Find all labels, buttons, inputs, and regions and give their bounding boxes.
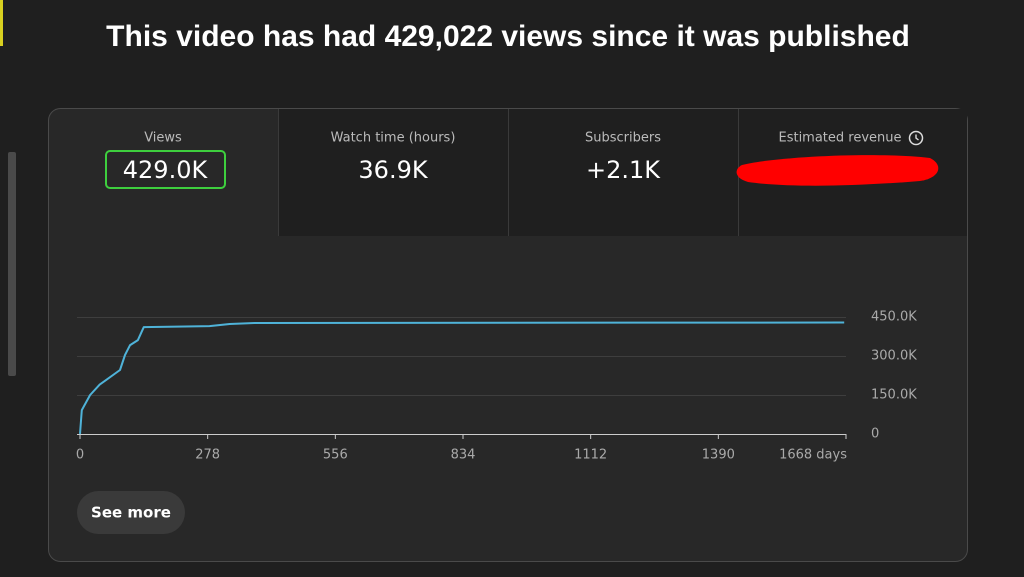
clock-icon xyxy=(908,130,924,146)
y-tick-label: 150.0K xyxy=(871,388,917,403)
x-tick-label: 0 xyxy=(76,448,84,463)
button-label[interactable]: See more xyxy=(91,504,171,522)
x-tick-label: 278 xyxy=(195,448,220,463)
y-tick-label: 0 xyxy=(871,427,879,442)
redaction xyxy=(736,155,939,186)
metric-label: Watch time (hours) xyxy=(331,131,456,146)
x-tick-label: 1112 xyxy=(574,448,607,463)
see-more-button[interactable]: See more xyxy=(77,491,185,534)
x-tick-label: 556 xyxy=(323,448,348,463)
metric-value: 429.0K xyxy=(123,156,209,184)
x-tick-label: 1390 xyxy=(702,448,735,463)
page-title: This video has had 429,022 views since i… xyxy=(106,20,910,53)
metric-label: Subscribers xyxy=(585,131,661,146)
x-tick-label: 1668 days xyxy=(779,448,847,463)
metric-value: 36.9K xyxy=(358,156,428,184)
selected-outline xyxy=(105,150,226,189)
metric-value: +2.1K xyxy=(586,156,661,184)
y-tick-label: 450.0K xyxy=(871,310,917,325)
views-line xyxy=(79,321,845,435)
y-tick-label: 300.0K xyxy=(871,349,917,364)
metric-label: Views xyxy=(144,131,182,146)
x-tick-label: 834 xyxy=(451,448,476,463)
metric-label: Estimated revenue xyxy=(778,131,901,146)
scrollbar xyxy=(8,152,16,376)
button-bg[interactable] xyxy=(77,491,185,534)
edge-marker xyxy=(0,0,3,46)
